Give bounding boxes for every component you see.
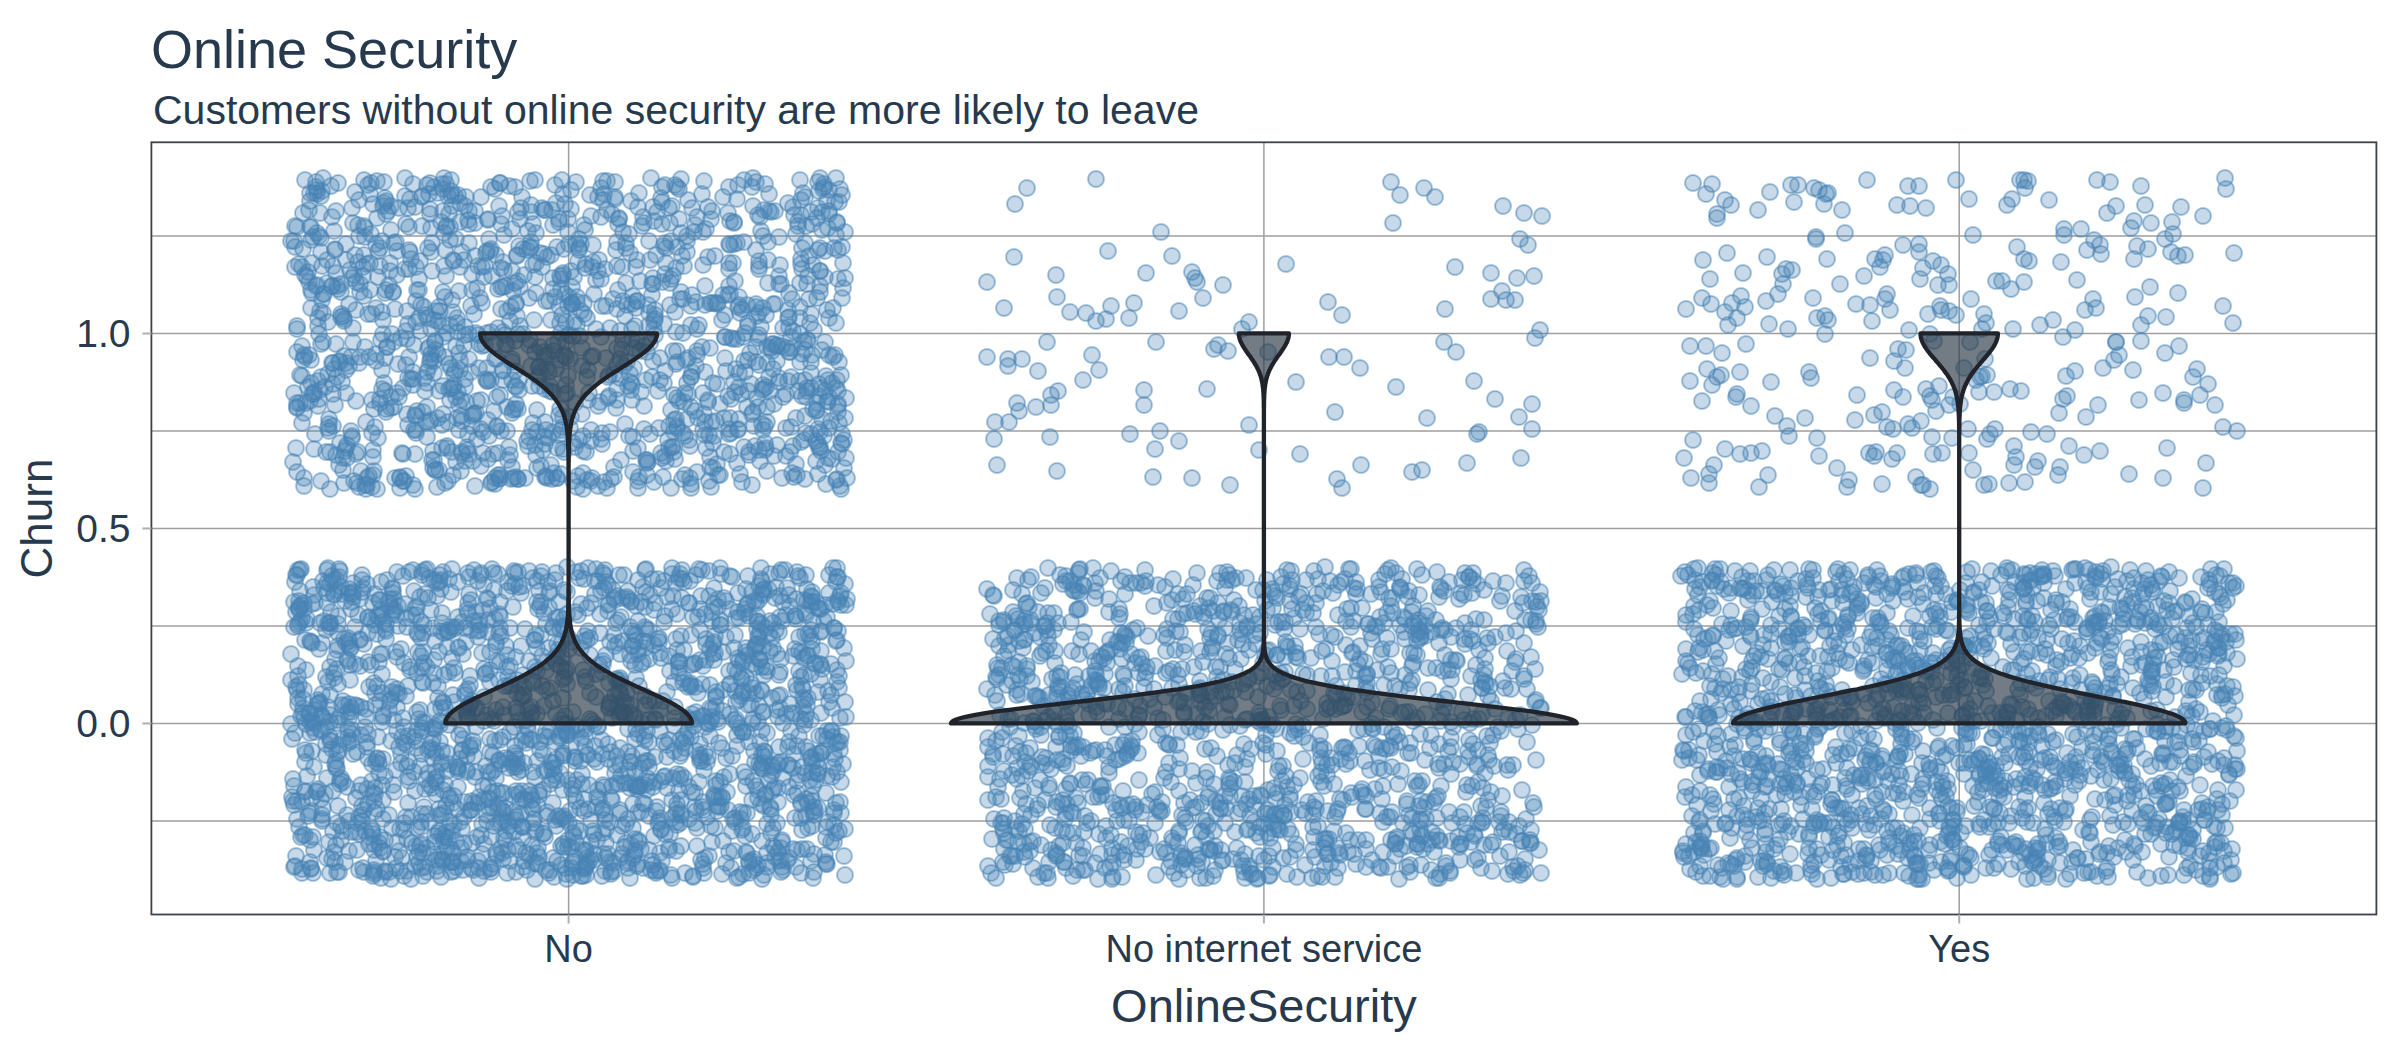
svg-text:No internet service: No internet service — [1105, 928, 1422, 970]
svg-text:0.0: 0.0 — [76, 702, 130, 745]
svg-text:Yes: Yes — [1928, 928, 1990, 970]
svg-text:OnlineSecurity: OnlineSecurity — [1111, 979, 1417, 1032]
svg-text:1.0: 1.0 — [76, 312, 130, 355]
svg-text:Customers without online secur: Customers without online security are mo… — [153, 87, 1199, 133]
svg-text:Churn: Churn — [12, 459, 61, 579]
svg-text:0.5: 0.5 — [76, 507, 130, 550]
svg-text:Online Security: Online Security — [151, 19, 517, 79]
svg-text:No: No — [544, 928, 593, 970]
